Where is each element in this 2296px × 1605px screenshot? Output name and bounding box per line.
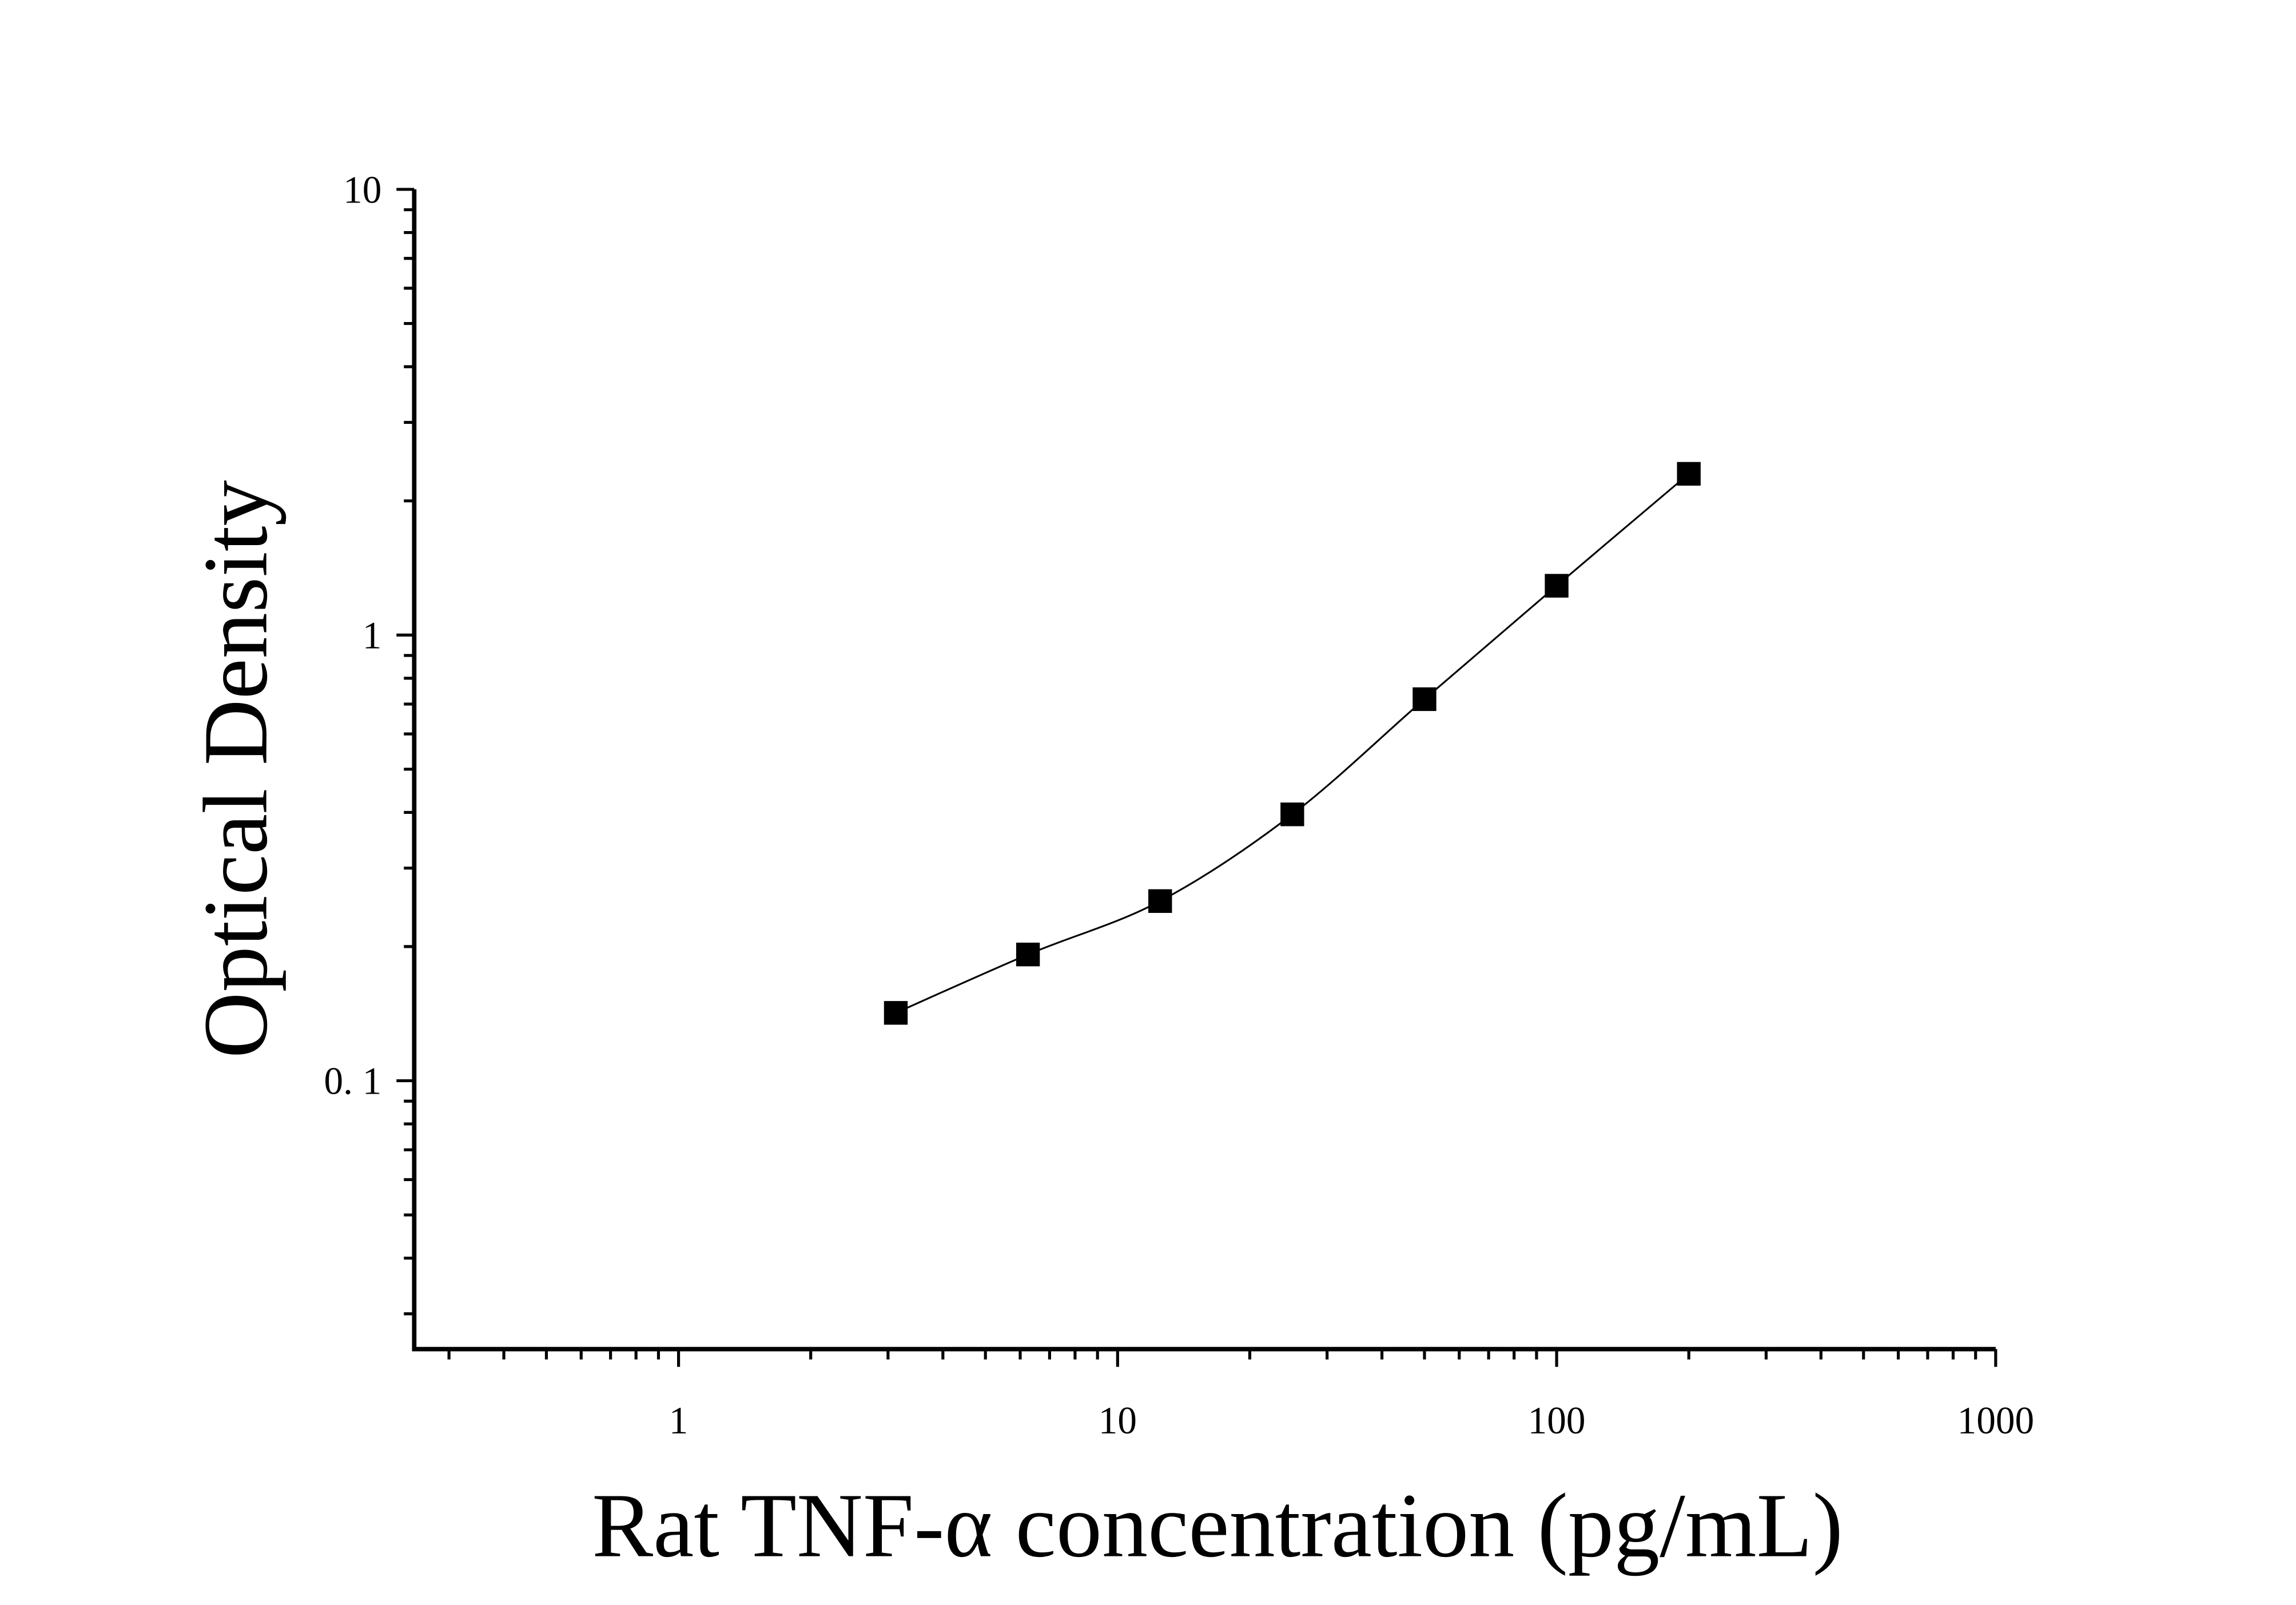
data-point [884,1001,908,1025]
y-tick-labels: 0. 1 1 10 [324,168,382,1102]
data-point [1412,687,1437,712]
x-tick-label: 100 [1528,1399,1586,1442]
data-point [1545,574,1569,598]
y-tick-label: 0. 1 [324,1060,382,1103]
y-axis-title: Optical Density [185,480,286,1058]
fit-curve [895,473,1690,1014]
x-tick-label: 10 [1099,1399,1137,1442]
plot-area [884,462,1701,1025]
data-point [1677,462,1701,486]
y-tick-label: 1 [363,614,382,657]
data-point [1016,943,1040,967]
data-point [1148,889,1172,913]
axes [396,188,1997,1367]
x-tick-label: 1 [669,1399,689,1442]
y-tick-label: 10 [343,168,381,211]
x-tick-label: 1000 [1957,1399,2035,1442]
x-tick-labels: 1 10 100 1000 [669,1399,2034,1442]
data-point [1280,802,1304,827]
x-axis-title: Rat TNF-α concentration (pg/mL) [592,1475,1843,1576]
